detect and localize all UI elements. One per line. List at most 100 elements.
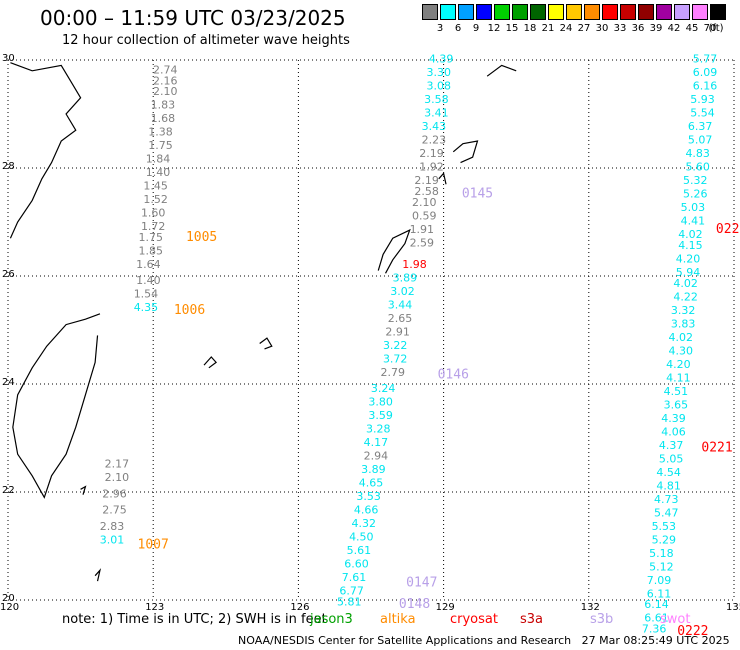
legend-swatch xyxy=(692,4,708,20)
wave-height-value: 2.59 xyxy=(410,236,435,249)
wave-height-value: 1.68 xyxy=(151,112,176,125)
mission-label: swot xyxy=(660,612,691,627)
legend-label: 21 xyxy=(541,23,555,34)
wave-height-value: 3.08 xyxy=(427,80,452,93)
wave-height-value: 3.22 xyxy=(383,339,408,352)
wave-height-value: 2.83 xyxy=(100,520,125,533)
footer-note: note: 1) Time is in UTC; 2) SWH is in fe… xyxy=(62,612,327,627)
wave-height-value: 5.18 xyxy=(649,547,674,560)
wave-height-value: 4.32 xyxy=(351,517,376,530)
legend-label: 12 xyxy=(487,23,501,34)
wave-height-value: 5.32 xyxy=(683,174,708,187)
wave-height-value: 1.84 xyxy=(146,153,171,166)
wave-height-value: 7.61 xyxy=(342,571,367,584)
coastline xyxy=(203,356,218,369)
lat-label: 24 xyxy=(2,377,15,388)
wave-observations: 2.742.162.101.831.681.381.751.841.401.45… xyxy=(100,53,717,636)
wave-height-value: 4.65 xyxy=(359,477,384,490)
wave-height-value: 4.39 xyxy=(429,53,454,66)
legend-swatch xyxy=(422,4,438,20)
wave-height-value: 1.92 xyxy=(419,161,444,174)
wave-height-value: 7.36 xyxy=(642,622,667,635)
pass-number-label: 1005 xyxy=(186,230,217,245)
wave-height-value: 5.93 xyxy=(690,93,715,106)
wave-height-value: 4.22 xyxy=(673,290,698,303)
coastline xyxy=(452,140,479,164)
legend-swatch xyxy=(638,4,654,20)
lat-label: 20 xyxy=(2,593,15,604)
wave-height-value: 5.26 xyxy=(683,188,708,201)
legend-swatch xyxy=(440,4,456,20)
wave-height-value: 2.96 xyxy=(102,487,127,500)
pass-number-label: 1007 xyxy=(138,538,169,553)
wave-height-value: 4.66 xyxy=(354,504,379,517)
pass-number-label: 0147 xyxy=(406,576,437,591)
coastline xyxy=(259,337,273,350)
note-text: note: 1) Time is in UTC; 2) SWH is in fe… xyxy=(62,612,327,627)
land-outlines xyxy=(9,62,517,582)
wave-height-value: 4.02 xyxy=(669,331,694,344)
wave-height-value: 2.91 xyxy=(385,325,410,338)
legend-label: 36 xyxy=(631,23,645,34)
wave-height-value: 3.30 xyxy=(427,66,452,79)
wave-height-value: 7.09 xyxy=(647,574,672,587)
wave-height-value: 3.53 xyxy=(356,490,381,503)
legend-label: 6 xyxy=(454,23,462,34)
legend-swatch xyxy=(584,4,600,20)
wave-height-value: 2.19 xyxy=(419,147,444,160)
pass-number-label: 0145 xyxy=(462,187,493,202)
lon-label: 135 xyxy=(726,602,740,613)
legend-swatch xyxy=(530,4,546,20)
wave-height-value: 5.94 xyxy=(676,266,701,279)
wave-height-value: 4.39 xyxy=(661,412,686,425)
mission-label: jason3 xyxy=(310,612,353,627)
legend-label: 45 xyxy=(685,23,699,34)
wave-height-value: 4.30 xyxy=(669,344,694,357)
mission-label: altika xyxy=(380,612,416,627)
wave-height-value: 4.06 xyxy=(661,425,686,438)
wave-height-value: 6.60 xyxy=(344,558,369,571)
legend-label: 30 xyxy=(595,23,609,34)
wave-height-value: 4.11 xyxy=(666,371,691,384)
timestamp: 27 Mar 08:25:49 UTC 2025 xyxy=(581,634,730,647)
wave-height-value: 4.35 xyxy=(134,301,159,314)
wave-height-value: 3.44 xyxy=(388,298,413,311)
legend-label: 18 xyxy=(523,23,537,34)
credit-line: NOAA/NESDIS Center for Satellite Applica… xyxy=(238,634,730,647)
wave-height-value: 5.03 xyxy=(681,201,706,214)
wave-height-value: 3.02 xyxy=(390,285,415,298)
wave-height-value: 0.59 xyxy=(412,209,437,222)
legend-unit: (ft) xyxy=(708,23,724,34)
lon-label: 129 xyxy=(435,602,455,613)
pass-number-label: 0146 xyxy=(438,368,469,383)
wave-height-value: 3.58 xyxy=(424,93,449,106)
lon-label: 120 xyxy=(0,602,20,613)
wave-height-value: 5.77 xyxy=(693,53,718,66)
wave-height-value: 4.20 xyxy=(676,253,701,266)
wave-height-value: 3.41 xyxy=(424,107,449,120)
wave-height-value: 5.07 xyxy=(688,134,713,147)
coastline xyxy=(12,313,101,499)
legend-label: 15 xyxy=(505,23,519,34)
wave-height-value: 1.83 xyxy=(151,99,176,112)
legend-label: 42 xyxy=(667,23,681,34)
wave-height-value: 2.19 xyxy=(414,174,439,187)
wave-height-value: 3.83 xyxy=(671,317,696,330)
legend-swatch xyxy=(620,4,636,20)
wave-height-value: 4.02 xyxy=(678,228,703,241)
legend-label: 9 xyxy=(472,23,480,34)
wave-height-value: 1.40 xyxy=(136,274,161,287)
wave-height-value: 4.41 xyxy=(681,215,706,228)
wave-height-value: 4.37 xyxy=(659,439,684,452)
wave-height-value: 5.47 xyxy=(654,506,679,519)
legend-swatch xyxy=(548,4,564,20)
legend-label: 33 xyxy=(613,23,627,34)
legend-swatch xyxy=(674,4,690,20)
wave-height-value: 2.10 xyxy=(153,85,178,98)
wave-height-value: 1.54 xyxy=(134,288,159,301)
wave-height-value: 5.54 xyxy=(690,107,715,120)
lon-label: 132 xyxy=(580,602,600,613)
